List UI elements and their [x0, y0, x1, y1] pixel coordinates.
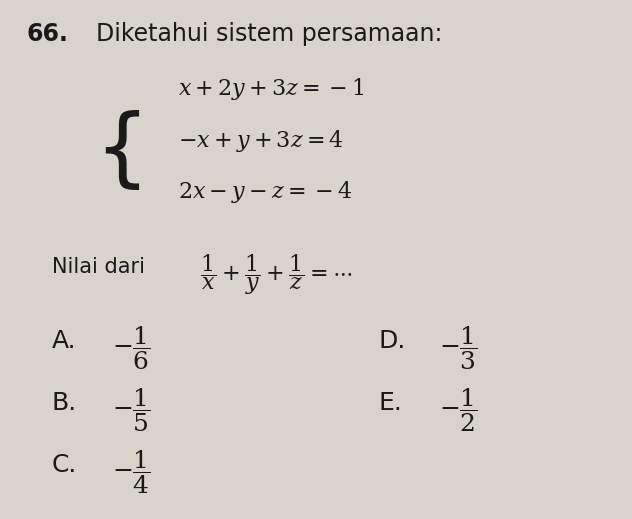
- Text: $\dfrac{1}{x} + \dfrac{1}{y} + \dfrac{1}{z} = \cdots$: $\dfrac{1}{x} + \dfrac{1}{y} + \dfrac{1}…: [200, 252, 352, 297]
- Text: $2x - y - z = -4$: $2x - y - z = -4$: [178, 180, 352, 206]
- Text: D.: D.: [379, 329, 406, 353]
- Text: $-x + y + 3z = 4$: $-x + y + 3z = 4$: [178, 128, 343, 154]
- Text: $x + 2y + 3z = -1$: $x + 2y + 3z = -1$: [178, 76, 364, 102]
- Text: E.: E.: [379, 391, 403, 415]
- Text: $-\dfrac{1}{2}$: $-\dfrac{1}{2}$: [439, 386, 478, 434]
- Text: {: {: [94, 110, 149, 193]
- Text: C.: C.: [52, 453, 77, 477]
- Text: A.: A.: [52, 329, 76, 353]
- Text: 66.: 66.: [27, 22, 68, 46]
- Text: $-\dfrac{1}{5}$: $-\dfrac{1}{5}$: [111, 386, 150, 434]
- Text: $-\dfrac{1}{6}$: $-\dfrac{1}{6}$: [111, 324, 150, 372]
- Text: Diketahui sistem persamaan:: Diketahui sistem persamaan:: [96, 22, 442, 46]
- Text: $-\dfrac{1}{4}$: $-\dfrac{1}{4}$: [111, 448, 150, 496]
- Text: B.: B.: [52, 391, 77, 415]
- Text: Nilai dari: Nilai dari: [52, 257, 151, 277]
- Text: $-\dfrac{1}{3}$: $-\dfrac{1}{3}$: [439, 324, 478, 372]
